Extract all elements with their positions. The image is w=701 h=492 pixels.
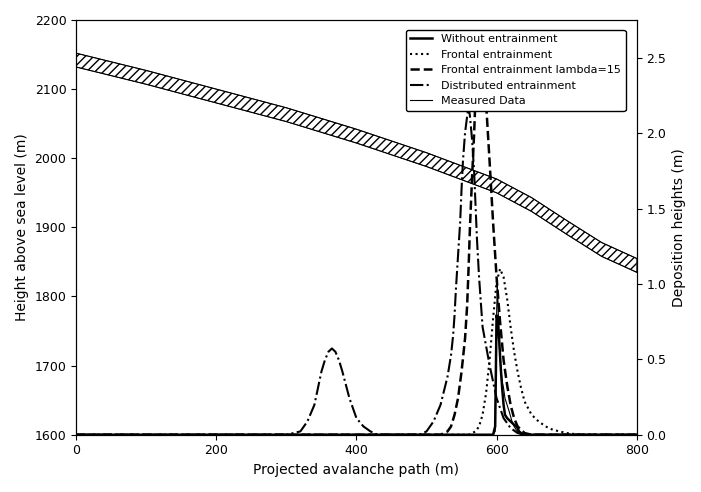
Legend: Without entrainment, Frontal entrainment, Frontal entrainment lambda=15, Distrib: Without entrainment, Frontal entrainment… xyxy=(406,30,625,111)
Y-axis label: Deposition heights (m): Deposition heights (m) xyxy=(672,148,686,307)
X-axis label: Projected avalanche path (m): Projected avalanche path (m) xyxy=(254,463,459,477)
Y-axis label: Height above sea level (m): Height above sea level (m) xyxy=(15,133,29,321)
